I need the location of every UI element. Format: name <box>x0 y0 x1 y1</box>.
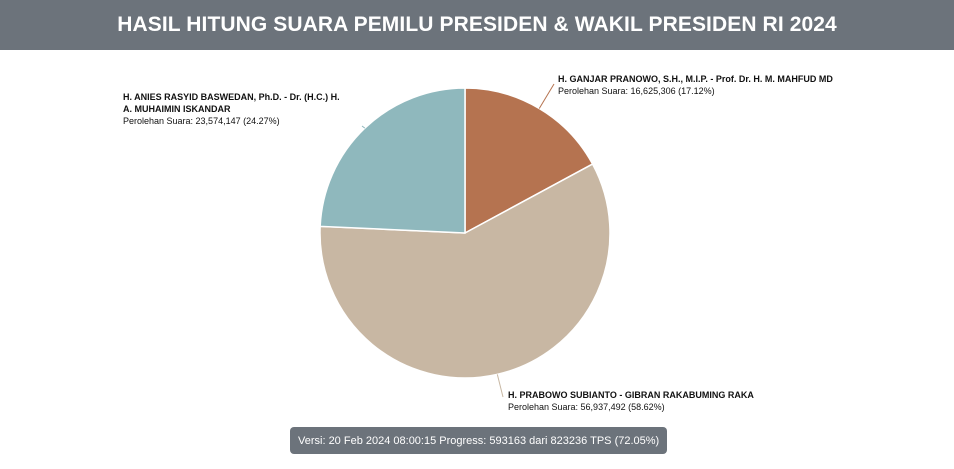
header-bar: HASIL HITUNG SUARA PEMILU PRESIDEN & WAK… <box>0 0 954 50</box>
pie-slice-anies-muhaimin[interactable] <box>319 87 466 234</box>
pie-slice-ganjar-mahfud[interactable] <box>464 87 594 235</box>
slice-label-votes-anies-muhaimin: Perolehan Suara: 23,574,147 (24.27%) <box>123 116 280 126</box>
slice-label-name-prabowo-gibran: H. PRABOWO SUBIANTO - GIBRAN RAKABUMING … <box>508 390 754 400</box>
page-title: HASIL HITUNG SUARA PEMILU PRESIDEN & WAK… <box>117 13 837 36</box>
slice-label-name-ganjar-mahfud: H. GANJAR PRANOWO, S.H., M.I.P. - Prof. … <box>558 74 833 84</box>
slice-label-votes-ganjar-mahfud: Perolehan Suara: 16,625,306 (17.12%) <box>558 86 715 96</box>
status-badge: Versi: 20 Feb 2024 08:00:15 Progress: 59… <box>290 427 668 454</box>
leader-line-anies-muhaimin <box>361 125 366 129</box>
leader-line-prabowo-gibran <box>496 374 504 398</box>
slice-label-name-anies-muhaimin: A. MUHAIMIN ISKANDAR <box>123 104 231 114</box>
leader-line-ganjar-mahfud <box>538 83 555 109</box>
slice-label-votes-prabowo-gibran: Perolehan Suara: 56,937,492 (58.62%) <box>508 402 665 412</box>
slice-label-name-anies-muhaimin: H. ANIES RASYID BASWEDAN, Ph.D. - Dr. (H… <box>123 92 340 102</box>
